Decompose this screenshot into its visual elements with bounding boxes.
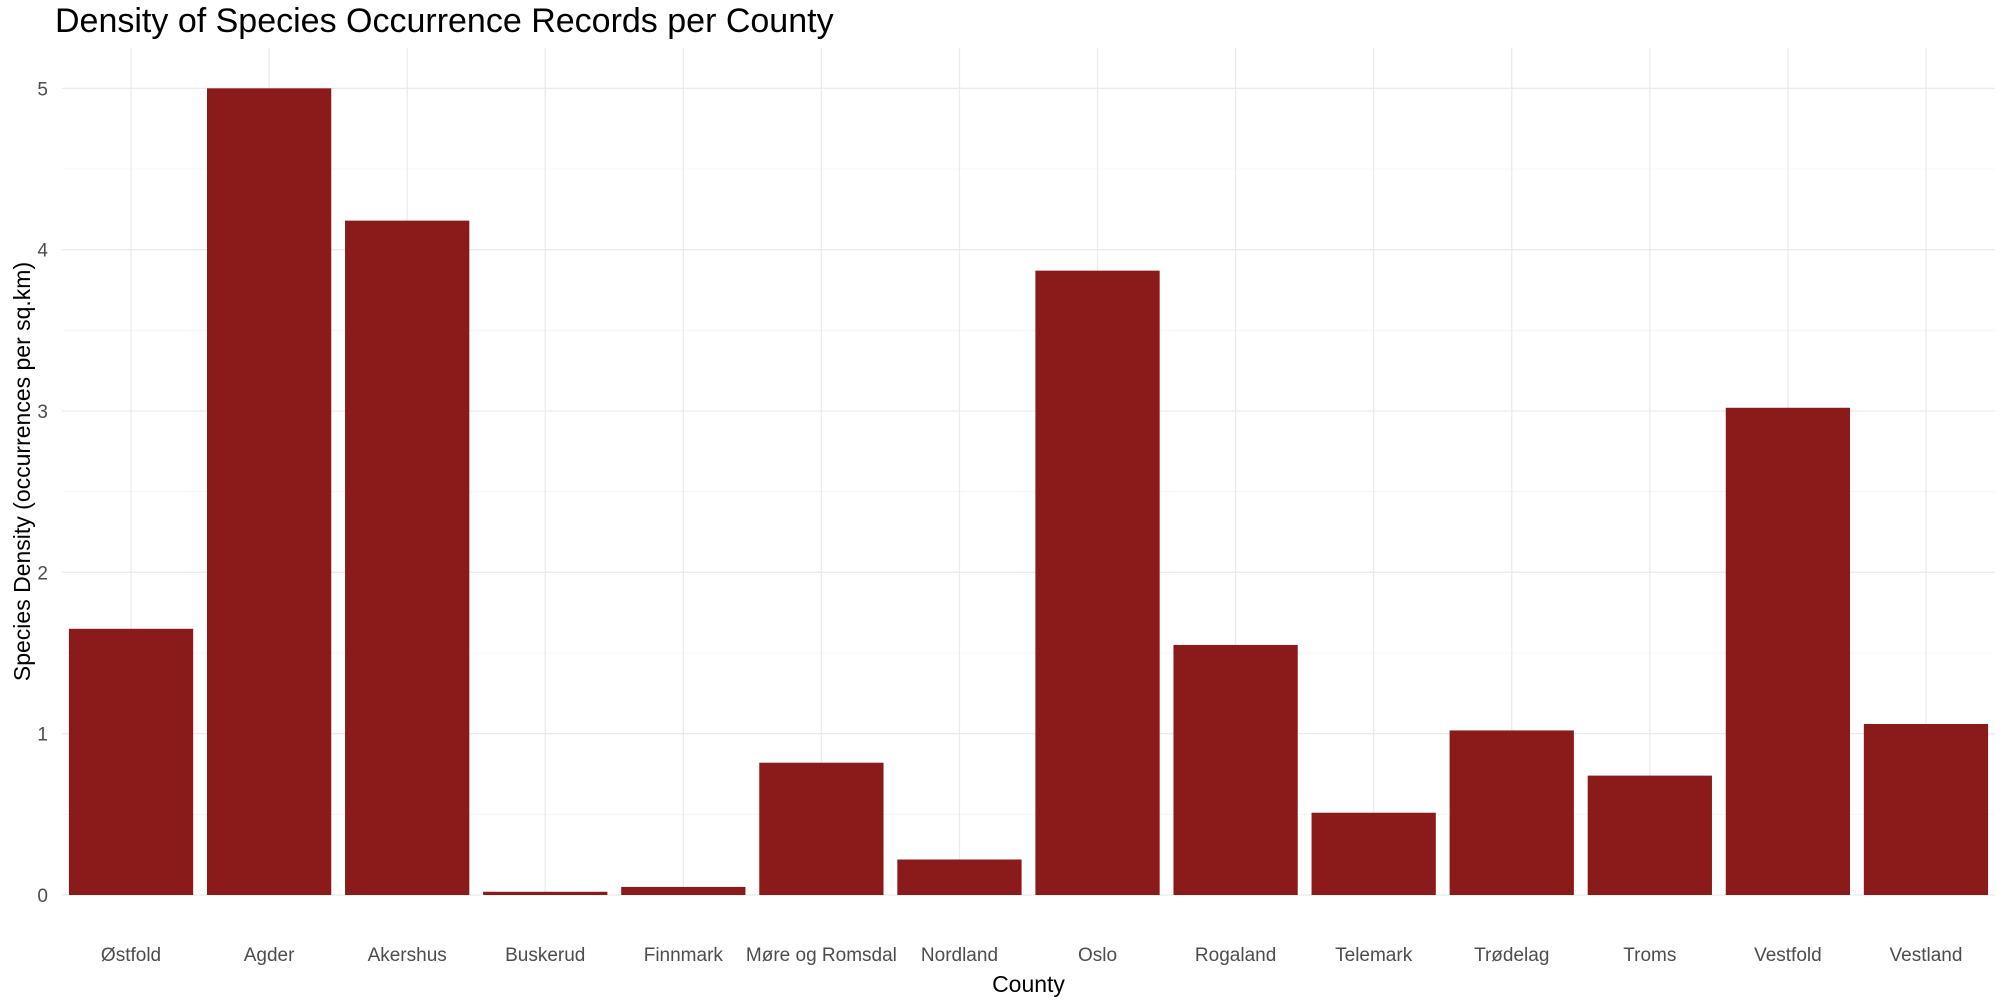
bar [1587,775,1712,895]
x-axis-title: County [992,971,1065,997]
bar [68,628,194,895]
x-tick-label: Oslo [1078,945,1117,966]
bar [897,859,1022,895]
x-tick-label: Buskerud [505,945,585,966]
bar [1035,270,1160,895]
bar [1449,730,1574,895]
bar [483,891,608,895]
y-tick-label: 4 [37,241,48,262]
x-tick-label: Troms [1623,945,1676,966]
bar [1173,644,1298,895]
bar [1725,407,1851,895]
x-axis-ticks: Østfold Agder Akershus Buskerud Finnmark Møre… [101,945,1962,966]
bar [1863,723,1989,895]
x-tick-label: Agder [244,945,295,966]
x-tick-label: Telemark [1335,945,1413,966]
x-tick-label: Rogaland [1195,945,1276,966]
x-tick-label: Akershus [368,945,447,966]
chart-title: Density of Species Occurrence Records pe… [55,2,834,40]
y-tick-label: 3 [37,402,48,423]
x-tick-label: Trødelag [1474,945,1549,966]
bar [1311,812,1436,895]
bar [621,886,746,895]
y-tick-label: 1 [37,725,48,746]
x-tick-label: Nordland [921,945,998,966]
y-tick-label: 5 [37,79,48,100]
x-tick-label: Vestfold [1754,945,1822,966]
y-tick-label: 2 [37,563,48,584]
x-tick-label: Østfold [101,945,161,966]
x-tick-label: Finnmark [644,945,724,966]
bar [345,220,470,896]
y-tick-label: 0 [37,886,48,907]
x-tick-label: Vestland [1890,945,1963,966]
bar [206,88,332,896]
bar [759,762,884,895]
bars [68,88,1989,896]
y-axis-ticks: 0 1 2 3 4 5 [37,79,48,907]
y-axis-title: Species Density (occurrences per sq.km) [9,262,35,681]
x-tick-label: Møre og Romsdal [746,945,897,966]
